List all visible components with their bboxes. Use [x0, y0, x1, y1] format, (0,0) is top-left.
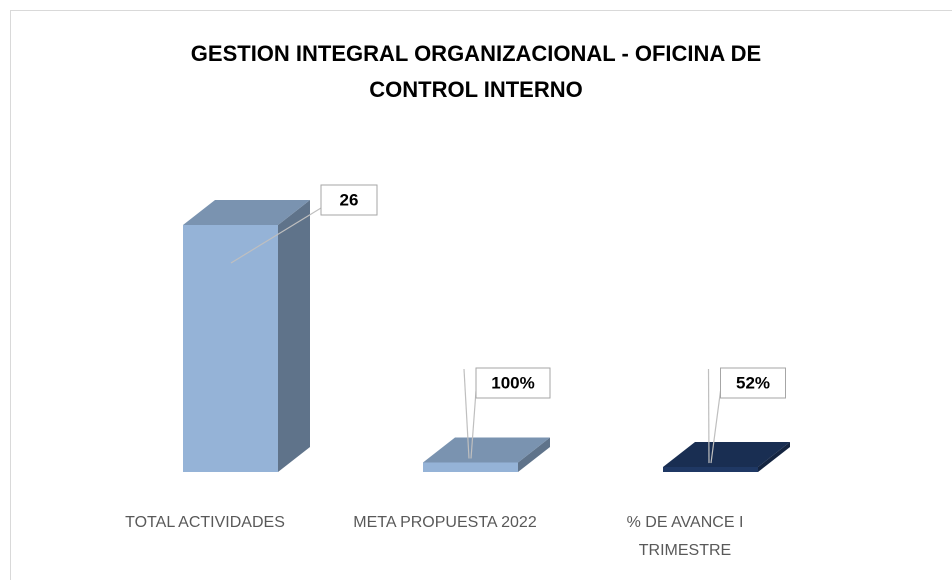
bar-top: [423, 437, 550, 463]
x-tick-label: % DE AVANCE I TRIMESTRE: [626, 514, 744, 559]
bar-side: [518, 437, 550, 472]
leader-line: [707, 368, 710, 464]
data-label: 100%: [491, 373, 534, 392]
bar-side: [278, 200, 310, 472]
data-label-box: [320, 184, 378, 216]
data-label-box: [720, 367, 786, 399]
x-tick-label: META PROPUESTA 2022: [353, 514, 537, 531]
data-label-box: [475, 367, 551, 399]
bar-side: [758, 442, 790, 472]
bar-top: [663, 442, 790, 468]
bar-front: [663, 467, 758, 472]
chart-frame: [10, 10, 952, 580]
leader-line: [230, 207, 322, 264]
leader-line: [463, 368, 470, 459]
bar: [183, 200, 310, 472]
leader-line: [710, 390, 722, 464]
bar-top: [183, 200, 310, 225]
x-tick-label: TOTAL ACTIVIDADES: [125, 514, 285, 531]
chart-title: GESTION INTEGRAL ORGANIZACIONAL - OFICIN…: [190, 41, 762, 102]
leader-line: [470, 390, 477, 459]
data-label: 26: [340, 190, 359, 209]
bar-front: [183, 225, 278, 472]
bar: [423, 437, 550, 472]
bar: [663, 442, 790, 472]
bar-front: [423, 462, 518, 472]
data-label: 52%: [736, 373, 770, 392]
